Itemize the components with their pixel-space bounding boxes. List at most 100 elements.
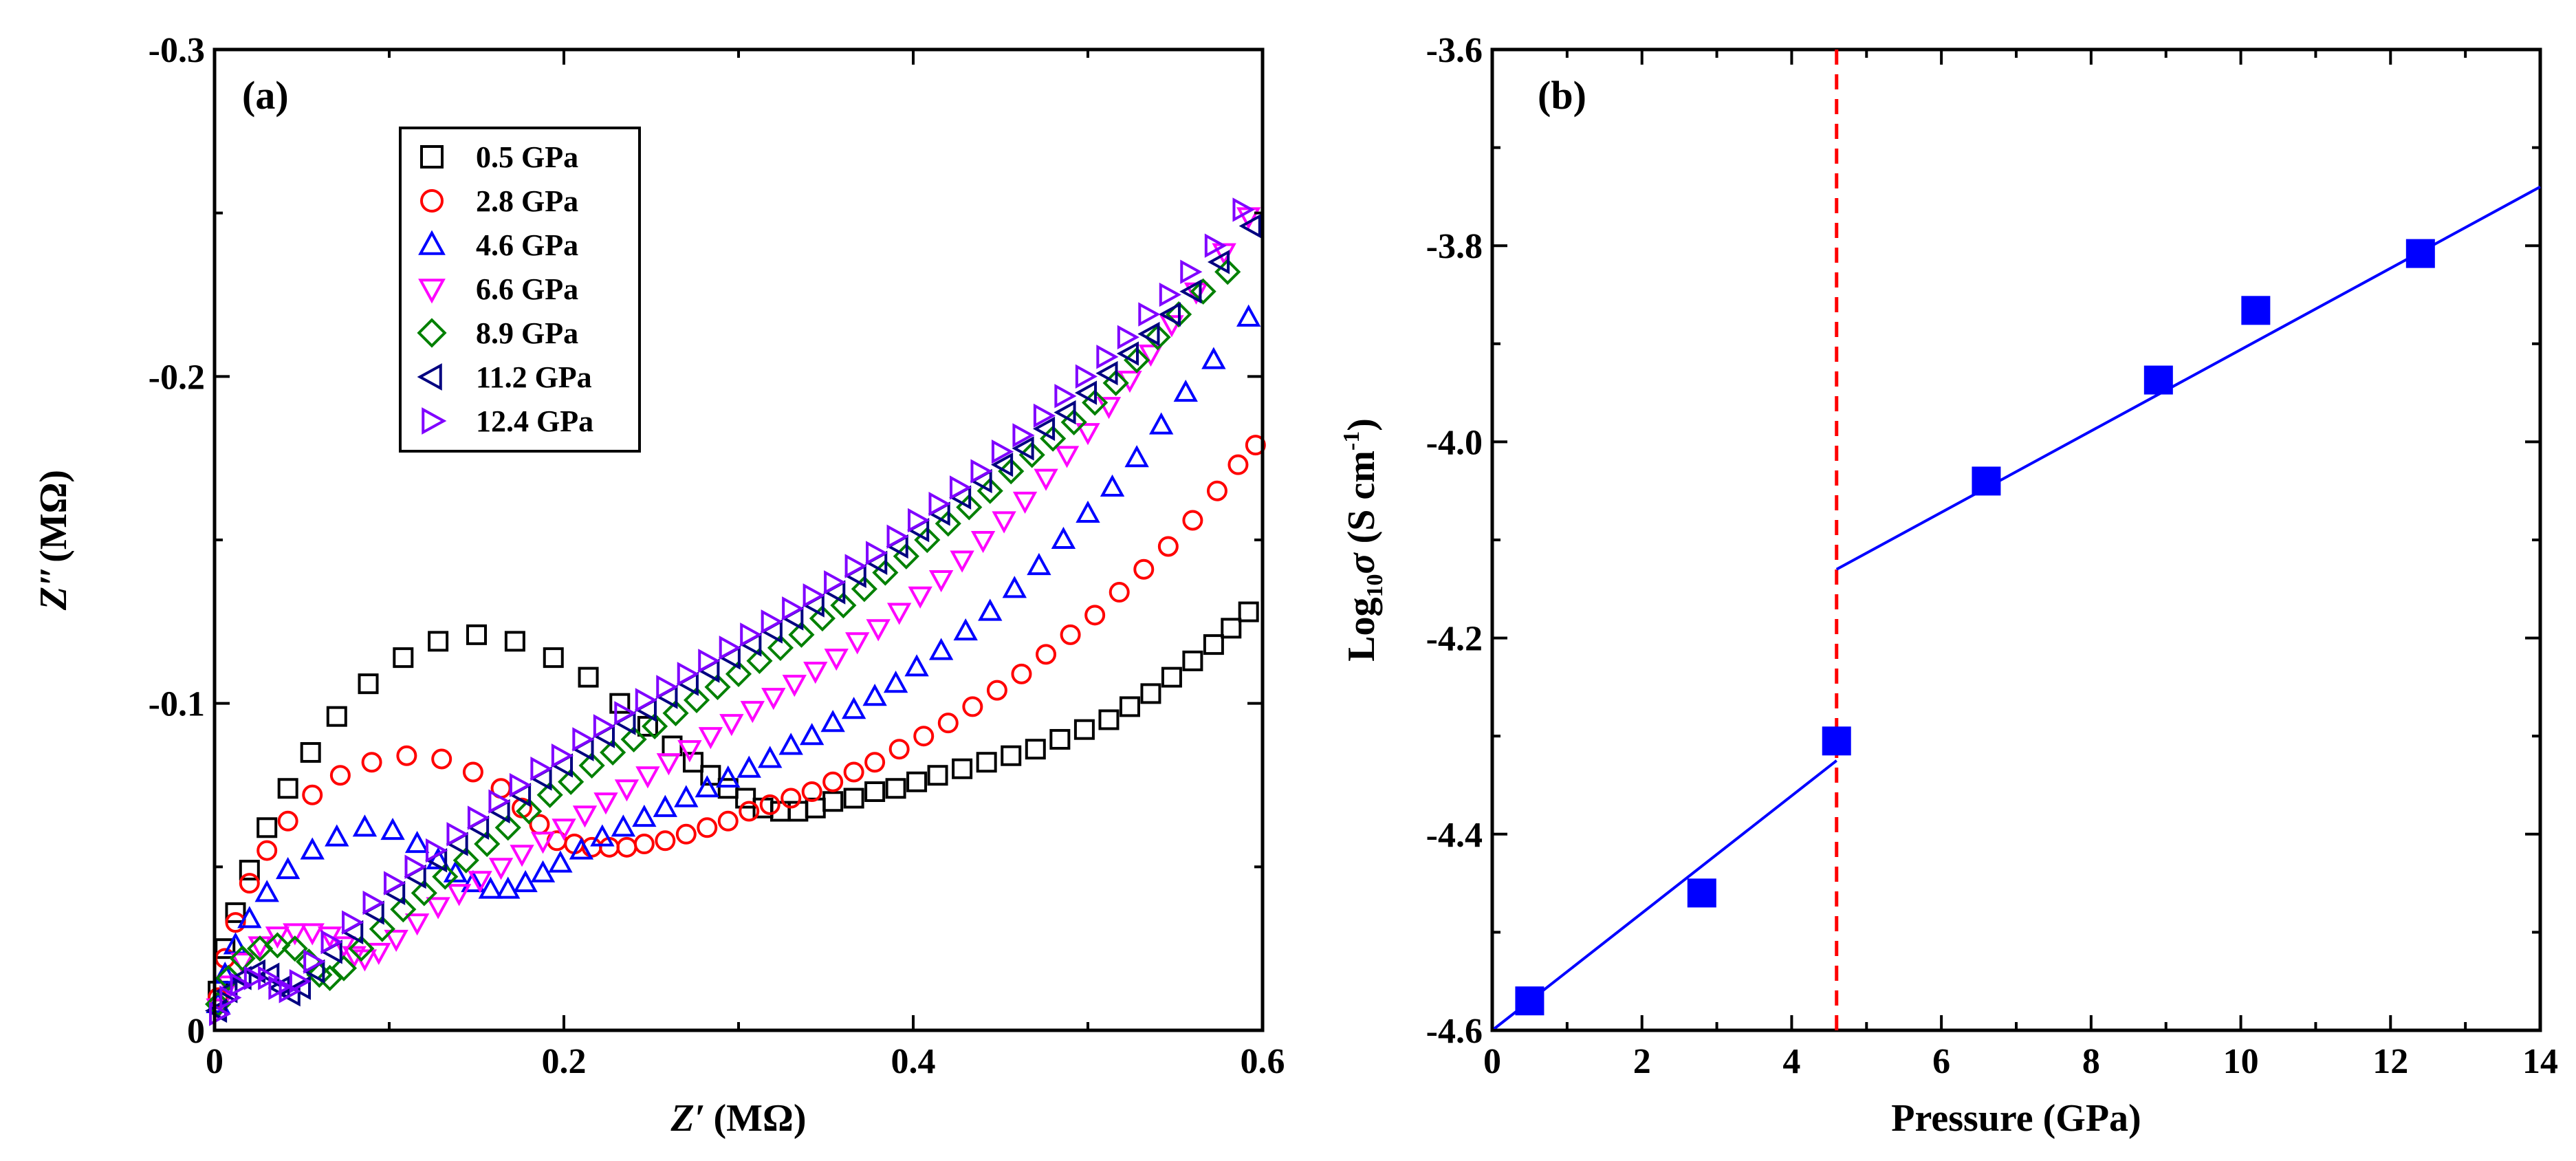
data-point-4-6-gpa	[1201, 347, 1226, 369]
data-point-4-6-gpa	[632, 804, 657, 827]
data-point-2-8-gpa	[759, 794, 781, 816]
data-point-8-9-gpa	[452, 847, 479, 874]
data-point-2-8-gpa	[962, 696, 983, 717]
data-point-12-4-gpa	[740, 622, 763, 647]
data-point-11-2-gpa	[1207, 250, 1230, 274]
data-point-0-5-gpa	[952, 758, 973, 779]
legend-marker-4-6-gpa	[418, 230, 446, 255]
data-point-12-4-gpa	[1138, 302, 1161, 327]
data-point-12-4-gpa	[303, 949, 326, 974]
data-point-12-4-gpa	[530, 757, 553, 781]
panel-a-plot-frame	[212, 47, 1265, 1032]
y-tick-label: -3.8	[1426, 227, 1483, 266]
data-point-6-6-gpa	[510, 845, 534, 867]
data-point-6-6-gpa	[552, 818, 576, 841]
data-point-12-4-gpa	[230, 972, 252, 997]
data-point-0-5-gpa	[543, 647, 564, 669]
data-point-12-4-gpa	[824, 570, 847, 595]
data-point-4-6-gpa	[758, 746, 783, 768]
data-point-8-9-gpa	[725, 660, 752, 687]
data-point-2-8-gpa	[822, 771, 844, 792]
data-point-12-4-gpa	[551, 744, 574, 768]
data-point-12-4-gpa	[572, 727, 595, 752]
data-point-11-2-gpa	[1012, 436, 1034, 461]
data-point-6-6-gpa	[367, 942, 391, 966]
y-tick-label: -3.6	[1426, 31, 1483, 70]
data-point-4-6-gpa	[496, 876, 521, 899]
data-point-8-9-gpa	[788, 621, 815, 648]
data-point-0-5-gpa	[1001, 745, 1022, 766]
data-point-12-4-gpa	[908, 508, 930, 533]
data-point-6-6-gpa	[300, 923, 325, 946]
data-point-12-4-gpa	[970, 459, 993, 484]
data-point-8-9-gpa	[746, 647, 773, 674]
data-point-8-9-gpa	[704, 673, 731, 700]
panel-b-y-axis-title: Log10σ (S cm-1)	[1339, 418, 1388, 662]
data-point-8-9-gpa	[516, 798, 543, 825]
data-point-6-6-gpa	[446, 884, 472, 907]
data-point-12-4-gpa	[209, 1001, 232, 1026]
panel-b-plot-frame	[1490, 47, 2542, 1032]
panel-b-data-points	[1515, 239, 2435, 1016]
data-point-8-9-gpa	[1190, 278, 1216, 305]
data-point-4-6-gpa	[237, 906, 262, 929]
data-point-0-5-gpa	[358, 673, 379, 695]
data-point-4-6-gpa	[426, 847, 450, 869]
y-tick-label: -0.1	[149, 685, 205, 724]
y-axis-unit: (MΩ)	[32, 470, 75, 563]
x-axis-symbol: Z′	[670, 1097, 706, 1140]
data-point-12-4-gpa	[342, 910, 364, 935]
panel-a-x-axis-title: Z′ (MΩ)	[670, 1097, 807, 1140]
data-point-11-2-gpa	[1054, 400, 1076, 425]
data-point-12-4-gpa	[1075, 364, 1098, 389]
data-point-12-4-gpa	[243, 966, 266, 990]
data-point-0-5-gpa	[1098, 709, 1120, 730]
data-point-2-8-gpa	[225, 912, 246, 933]
data-point-12-4-gpa	[467, 805, 490, 830]
data-point-2-8-gpa	[1011, 663, 1032, 684]
data-point-4-6-gpa	[223, 932, 248, 955]
data-point-12-4-gpa	[1117, 325, 1139, 349]
panel-a-ticks: 0 0.2 0.4 0.6 0 -0.1 -0.2 -0.3	[149, 31, 1285, 1081]
y-axis-sigma: σ	[1340, 552, 1383, 574]
legend-label-0-5-gpa: 0.5 GPa	[476, 140, 578, 174]
x-tick-label: 12	[2372, 1042, 2408, 1081]
data-point-2-8-gpa	[843, 761, 864, 783]
legend-label-6-6-gpa: 6.6 GPa	[476, 272, 578, 306]
data-point-4-6-gpa	[1100, 474, 1125, 497]
data-point-2-8-gpa	[697, 817, 718, 838]
data-point-2-8-gpa	[675, 823, 697, 845]
data-point-4-6-gpa	[300, 837, 325, 860]
data-point-6-6-gpa	[782, 675, 807, 697]
data-point-2-8-gpa	[913, 726, 935, 747]
data-point-2-8-gpa	[256, 840, 278, 861]
data-point-0-5-gpa	[609, 693, 631, 714]
data-point-6-6-gpa	[1034, 468, 1058, 491]
panel-a-legend: 0.5 GPa 2.8 GPa 4.6 GPa 6.6 GPa 8.9 GPa 11.2 …	[399, 127, 641, 453]
data-point-0-5-gpa	[805, 797, 826, 818]
y-tick-label: -4.4	[1426, 816, 1483, 855]
data-point-0-5-gpa	[927, 765, 948, 786]
data-point-4-6-gpa	[716, 765, 741, 788]
legend-marker-0-5-gpa	[420, 145, 444, 169]
data-point-12-4-gpa	[488, 789, 511, 814]
data-point	[1822, 726, 1851, 756]
data-point-4-6-gpa	[461, 869, 485, 893]
data-point	[2405, 239, 2435, 268]
data-point-12-4-gpa	[1096, 345, 1119, 369]
data-point-0-5-gpa	[637, 715, 658, 737]
data-point-8-9-gpa	[1018, 442, 1045, 468]
data-point-8-9-gpa	[474, 830, 501, 858]
data-point-2-8-gpa	[986, 680, 1007, 701]
data-point-6-6-gpa	[572, 805, 598, 828]
data-point-12-4-gpa	[509, 772, 532, 798]
legend-label-11-2-gpa: 11.2 GPa	[476, 360, 592, 394]
data-point-0-5-gpa	[239, 860, 260, 881]
data-point-8-9-gpa	[1166, 301, 1192, 328]
data-point-4-6-gpa	[548, 850, 573, 873]
data-point-12-4-gpa	[886, 524, 909, 549]
y-tick-label: -4.0	[1426, 423, 1483, 462]
data-point-12-4-gpa	[593, 714, 615, 739]
data-point-6-6-gpa	[845, 632, 870, 655]
